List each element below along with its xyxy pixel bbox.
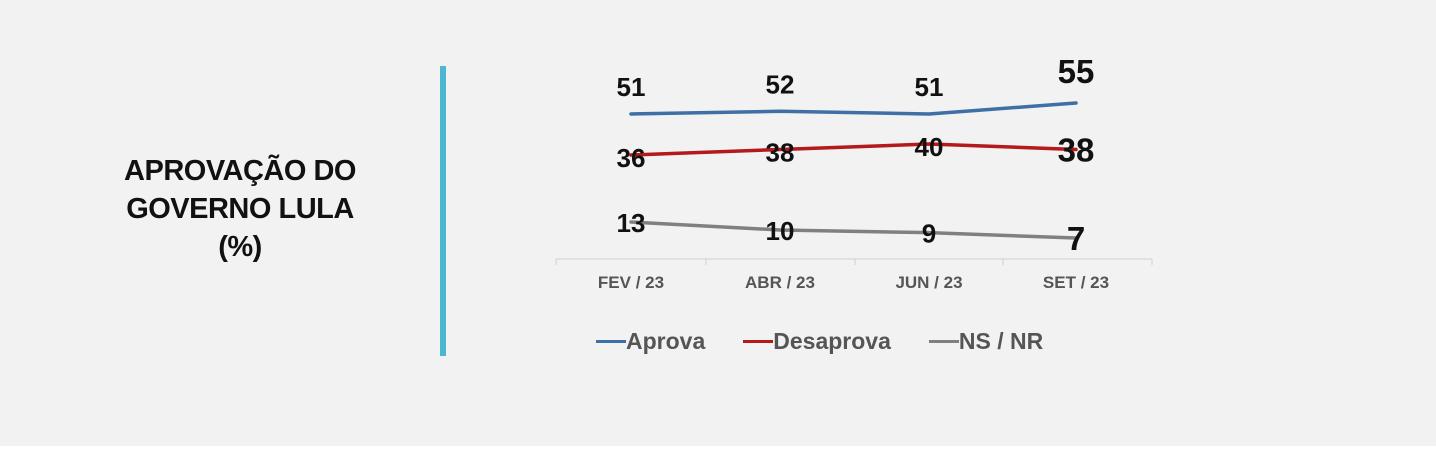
series-line-ns-nr (629, 220, 1078, 240)
legend-item-ns-nr: NS / NR (928, 328, 1044, 355)
legend-swatch-aprova (596, 340, 626, 343)
data-label-desaprova-fev-23: 36 (617, 143, 646, 173)
data-label-aprova-jun-23: 51 (915, 72, 944, 102)
x-tick-label-abr-23: ABR / 23 (745, 273, 815, 292)
data-label-ns-nr-fev-23: 13 (617, 208, 646, 238)
chart-legend: Aprova Desaprova NS / NR (596, 328, 1043, 355)
data-label-aprova-abr-23: 52 (766, 69, 795, 99)
data-label-ns-nr-abr-23: 10 (766, 216, 795, 246)
vertical-divider (440, 66, 446, 356)
legend-item-desaprova: Desaprova (743, 328, 891, 355)
chart-title-line-2: GOVERNO LULA (126, 193, 354, 225)
data-label-aprova-set-23: 55 (1058, 53, 1095, 90)
legend-label-desaprova: Desaprova (773, 328, 891, 354)
data-label-desaprova-set-23: 38 (1058, 132, 1095, 169)
legend-label-ns-nr: NS / NR (958, 328, 1044, 354)
chart-title: APROVAÇÃO DO GOVERNO LULA (%) (60, 152, 420, 266)
x-tick-label-fev-23: FEV / 23 (598, 273, 664, 292)
legend-item-aprova: Aprova (596, 328, 705, 355)
chart-title-line-3: (%) (218, 231, 262, 263)
data-label-ns-nr-set-23: 7 (1067, 220, 1085, 257)
series-line-aprova (629, 101, 1078, 116)
chart-title-line-1: APROVAÇÃO DO (124, 155, 356, 187)
x-tick-label-jun-23: JUN / 23 (895, 273, 962, 292)
series-line-desaprova (629, 142, 1078, 157)
data-label-desaprova-jun-23: 40 (915, 132, 944, 162)
data-label-ns-nr-jun-23: 9 (922, 219, 936, 249)
x-tick-label-set-23: SET / 23 (1043, 273, 1109, 292)
legend-swatch-ns-nr (928, 340, 959, 343)
legend-swatch-desaprova (743, 340, 774, 343)
data-label-desaprova-abr-23: 38 (766, 138, 795, 168)
data-label-aprova-fev-23: 51 (617, 72, 646, 102)
legend-label-aprova: Aprova (626, 328, 706, 354)
